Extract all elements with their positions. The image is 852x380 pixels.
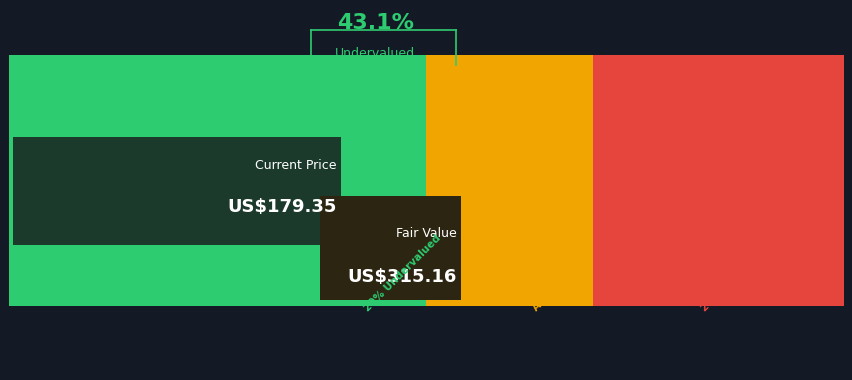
Bar (592, 55, 843, 65)
Bar (9, 55, 426, 65)
Bar (13, 137, 341, 245)
Bar (426, 65, 592, 296)
Text: Fair Value: Fair Value (395, 227, 456, 240)
Text: 43.1%: 43.1% (337, 13, 413, 33)
Text: US$179.35: US$179.35 (227, 198, 337, 216)
Bar (592, 65, 843, 296)
Bar (9, 65, 426, 296)
Text: US$315.16: US$315.16 (347, 268, 456, 287)
Bar (9, 296, 426, 306)
Bar (320, 196, 460, 300)
Bar (592, 296, 843, 306)
Text: Undervalued: Undervalued (335, 47, 415, 60)
Text: Current Price: Current Price (255, 159, 337, 172)
Bar (426, 296, 592, 306)
Bar (426, 55, 592, 65)
Text: 20% Undervalued: 20% Undervalued (362, 233, 442, 313)
Text: About Right: About Right (530, 256, 587, 313)
Text: 20% Overvalued: 20% Overvalued (699, 238, 774, 313)
